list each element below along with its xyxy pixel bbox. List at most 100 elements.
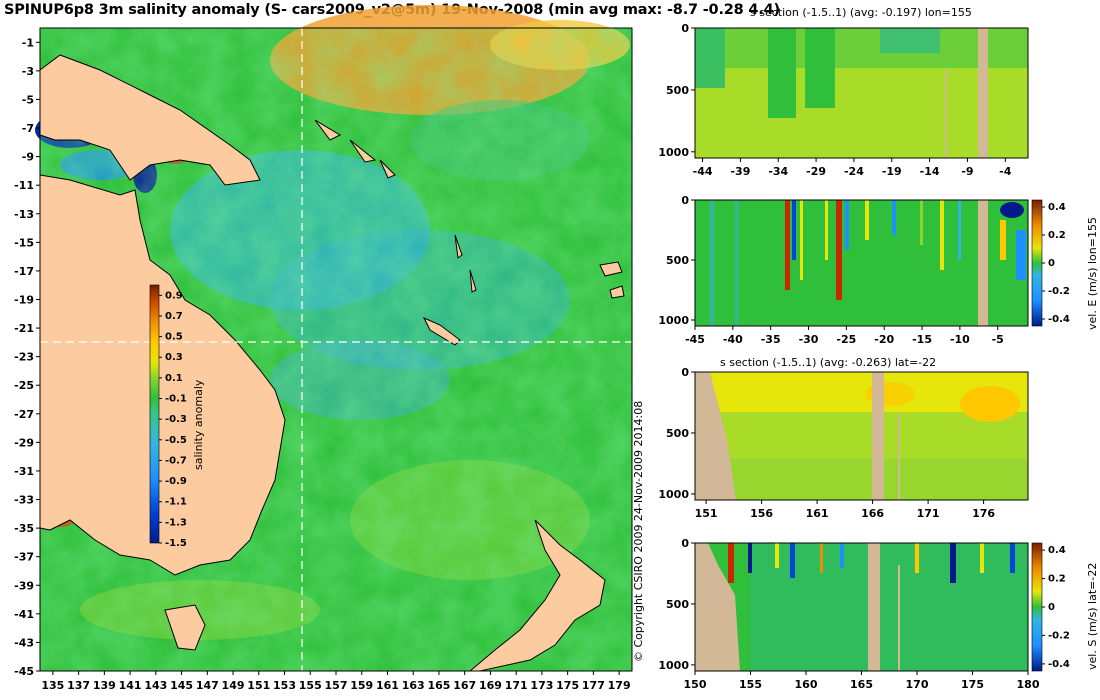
panel4-x-tick-label: 170	[906, 678, 929, 691]
panel3-plot-area	[694, 371, 1029, 501]
panel2-x-tick-label: -45	[685, 333, 705, 346]
panel2-y-tick-label: 1000	[658, 314, 689, 327]
map-y-tick-label: -5	[22, 93, 34, 106]
map-x-tick-label: 145	[170, 679, 193, 692]
salinity-colorbar-tick-label: -1.5	[165, 538, 187, 549]
new-guinea-land	[39, 54, 261, 186]
panel4-y-ticks: 0 500 1000	[658, 537, 695, 672]
panel1-y-tick-label: 500	[666, 84, 689, 97]
panel2-x-tick-label: -25	[836, 333, 856, 346]
salinity-colorbar-tick-label: 0.1	[165, 373, 183, 384]
map-y-tick-label: -17	[14, 265, 34, 278]
panel1-x-tick-label: -19	[882, 165, 902, 178]
section-panel-4: 150 155 160 165 170 175 180 0 500 1000 0.4 0.2 0 -0.…	[658, 537, 1070, 691]
map-x-tick-label: 137	[67, 679, 90, 692]
map-y-tick-label: -3	[22, 65, 34, 78]
panel4-y-tick-label: 1000	[658, 659, 689, 672]
salinity-colorbar-tick-label: -1.1	[165, 497, 187, 508]
map-y-tick-label: -25	[14, 379, 34, 392]
salinity-colorbar-tick-label: 0.3	[165, 352, 183, 363]
tasmania-land	[164, 604, 206, 651]
panel2-x-tick-label: -5	[992, 333, 1004, 346]
salinity-colorbar-tick-label: 0.5	[165, 332, 183, 343]
velocity-colorbar-tick-label: 0	[1048, 602, 1055, 613]
panel4-y-tick-label: 0	[681, 537, 689, 550]
salinity-colorbar-tick-label: -1.3	[165, 517, 187, 528]
map-x-tick-label: 161	[376, 679, 399, 692]
map-y-tick-label: -41	[14, 608, 34, 621]
map-x-tick-label: 155	[299, 679, 322, 692]
panel1-x-tick-label: -39	[730, 165, 750, 178]
map-chart: 135 137 139 141 143 145 147 149 151 153 155 157 159 1…	[14, 5, 633, 692]
map-y-tick-label: -31	[14, 465, 34, 478]
panel3-x-tick-label: 156	[750, 507, 773, 520]
panel4-x-tick-label: 165	[850, 678, 873, 691]
salinity-colorbar-tick-label: -0.3	[165, 414, 187, 425]
map-x-tick-label: 165	[427, 679, 450, 692]
section-panel-1: -44 -39 -34 -29 -24 -19 -14 -9 -4 0 500 1000	[658, 22, 1029, 178]
panel3-x-tick-label: 171	[917, 507, 940, 520]
fiji-land	[599, 261, 625, 299]
panel3-x-tick-label: 176	[972, 507, 995, 520]
map-y-tick-label: -23	[14, 351, 34, 364]
velocity-colorbar-tick-label: 0	[1048, 258, 1055, 269]
map-y-tick-label: -13	[14, 208, 34, 221]
new-zealand-land	[468, 519, 606, 672]
panel1-x-tick-label: -29	[806, 165, 826, 178]
panel3-x-ticks: 151 156 161 166 171 176	[695, 500, 995, 520]
salinity-colorbar: 0.9 0.7 0.5 0.3 0.1 -0.1 -0.3 -0.5 -0.7 -0.9 -1.1 -…	[149, 284, 187, 549]
panel1-y-ticks: 0 500 1000	[658, 22, 695, 159]
panel1-x-tick-label: -14	[920, 165, 940, 178]
salinity-colorbar-tick-label: 0.9	[165, 290, 183, 301]
panel2-x-ticks: -45 -40 -35 -30 -25 -20 -15 -10 -5	[685, 326, 1004, 346]
map-x-tick-label: 179	[608, 679, 631, 692]
map-y-tick-label: -27	[14, 408, 34, 421]
map-x-tick-label: 163	[402, 679, 425, 692]
panel4-x-tick-label: 150	[684, 678, 707, 691]
panel3-y-tick-label: 0	[681, 366, 689, 379]
map-y-ticks: -1 -3 -5 -7 -9 -11 -13 -15 -17 -19 -21 -23 -25 -27 -29…	[14, 36, 40, 678]
map-y-tick-label: -19	[14, 293, 34, 306]
panel3-y-ticks: 0 500 1000	[658, 366, 695, 501]
map-x-tick-label: 139	[93, 679, 116, 692]
panel1-x-tick-label: -34	[768, 165, 788, 178]
vel-e-colorbar-ticks: 0.4 0.2 0 -0.2 -0.4	[1042, 202, 1070, 325]
panel1-plot-area	[694, 27, 1029, 159]
map-y-tick-label: -39	[14, 579, 34, 592]
map-x-tick-label: 151	[247, 679, 270, 692]
section-panel-3: 151 156 161 166 171 176 0 500 1000	[658, 366, 1029, 520]
panel4-x-tick-label: 175	[961, 678, 984, 691]
map-x-tick-label: 157	[325, 679, 348, 692]
panel4-x-tick-label: 180	[1017, 678, 1040, 691]
salinity-colorbar-ticks: 0.9 0.7 0.5 0.3 0.1 -0.1 -0.3 -0.5 -0.7 -0.9 -1.1 -…	[159, 290, 187, 549]
velocity-colorbar-tick-label: -0.2	[1048, 286, 1070, 297]
panel2-x-tick-label: -35	[761, 333, 781, 346]
map-x-tick-label: 169	[479, 679, 502, 692]
map-y-tick-label: -9	[22, 151, 34, 164]
panel2-y-tick-label: 0	[681, 194, 689, 207]
salinity-colorbar-tick-label: 0.7	[165, 311, 183, 322]
map-y-tick-label: -35	[14, 522, 34, 535]
panel2-x-tick-label: -40	[723, 333, 743, 346]
velocity-colorbar-tick-label: 0.2	[1048, 230, 1066, 241]
solomon-islands-land	[314, 119, 396, 179]
salinity-colorbar-tick-label: -0.1	[165, 394, 187, 405]
map-x-ticks: 135 137 139 141 143 145 147 149 151 153 155 157 159 1…	[41, 671, 631, 692]
panel2-y-ticks: 0 500 1000	[658, 194, 695, 327]
map-x-tick-label: 135	[41, 679, 64, 692]
map-y-tick-label: -45	[14, 665, 34, 678]
salinity-colorbar-label: salinity anomaly	[192, 379, 205, 470]
panel1-x-tick-label: -44	[693, 165, 713, 178]
map-y-tick-label: -11	[14, 179, 34, 192]
salinity-colorbar-gradient	[149, 284, 160, 544]
vel-s-colorbar-ticks: 0.4 0.2 0 -0.2 -0.4	[1042, 545, 1070, 670]
salinity-colorbar-tick-label: -0.7	[165, 455, 187, 466]
map-x-tick-label: 153	[273, 679, 296, 692]
map-y-tick-label: -43	[14, 636, 34, 649]
map-y-tick-label: -15	[14, 236, 34, 249]
panel2-x-tick-label: -20	[874, 333, 894, 346]
map-plot-area	[35, 5, 633, 672]
panel3-y-tick-label: 1000	[658, 488, 689, 501]
vanuatu-land	[454, 234, 477, 293]
